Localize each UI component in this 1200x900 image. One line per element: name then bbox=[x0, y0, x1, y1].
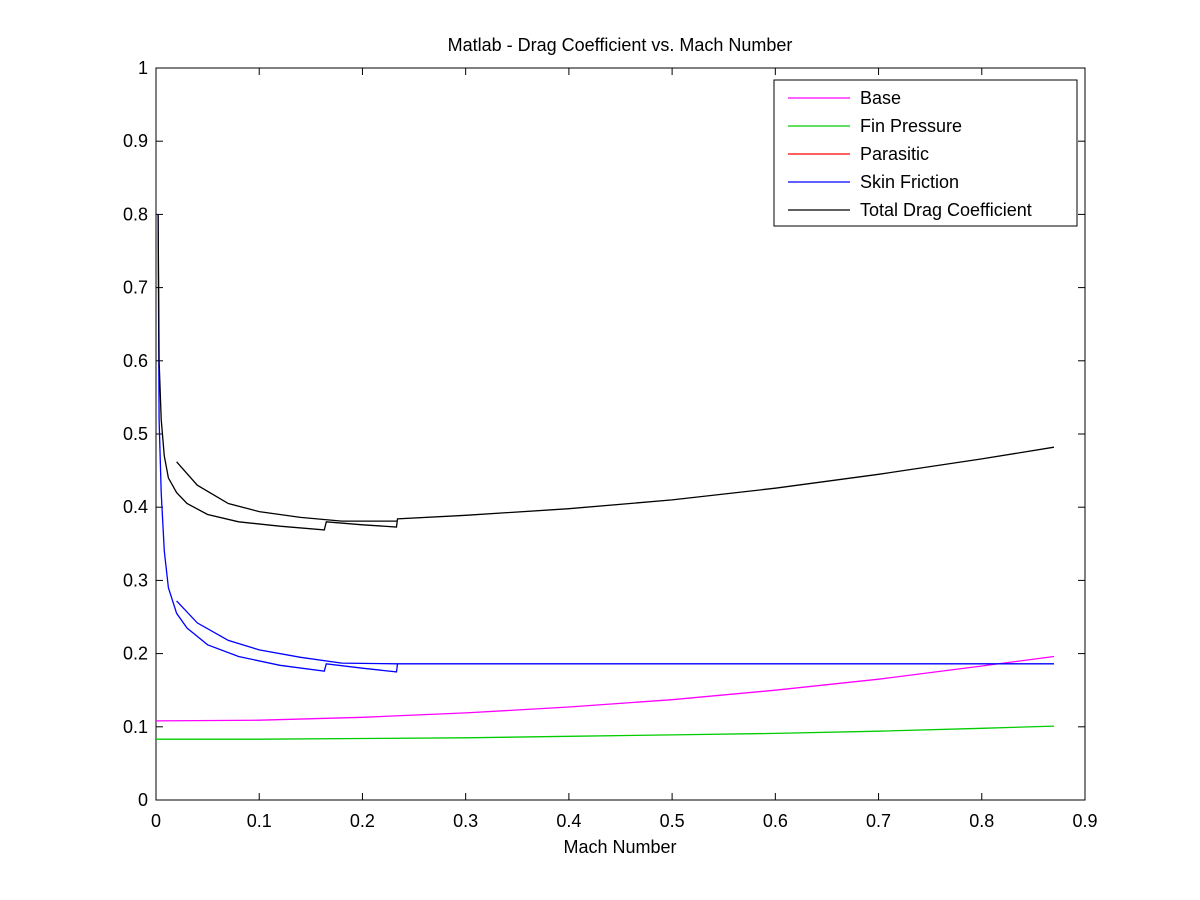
series-line-total-drag-coefficient bbox=[157, 214, 1055, 531]
x-tick-label: 0.9 bbox=[1072, 811, 1097, 831]
x-tick-label: 0.7 bbox=[866, 811, 891, 831]
y-tick-label: 0.4 bbox=[123, 497, 148, 517]
x-tick-label: 0.6 bbox=[763, 811, 788, 831]
x-tick-label: 0.4 bbox=[556, 811, 581, 831]
y-tick-label: 0.9 bbox=[123, 131, 148, 151]
y-tick-label: 0.2 bbox=[123, 644, 148, 664]
legend-label-base: Base bbox=[860, 88, 901, 108]
x-tick-label: 0.1 bbox=[247, 811, 272, 831]
x-tick-label: 0.8 bbox=[969, 811, 994, 831]
y-tick-label: 1 bbox=[138, 58, 148, 78]
y-tick-label: 0.1 bbox=[123, 717, 148, 737]
series-line-skin-friction bbox=[157, 214, 1054, 673]
x-tick-label: 0.2 bbox=[350, 811, 375, 831]
legend: Base Fin Pressure Parasitic Skin Friction To… bbox=[773, 79, 1078, 227]
series-line-skin-friction-upper-branch bbox=[176, 600, 398, 665]
y-tick-label: 0.8 bbox=[123, 204, 148, 224]
y-tick-label: 0 bbox=[138, 790, 148, 810]
series-line-fin-pressure bbox=[156, 725, 1055, 740]
chart-title: Matlab - Drag Coefficient vs. Mach Numbe… bbox=[448, 35, 793, 55]
series-line-base bbox=[155, 655, 1055, 722]
y-tick-label: 0.6 bbox=[123, 351, 148, 371]
plot-area: 0 0.1 0.2 0.3 0.4 0.5 0.6 0.7 0.8 0.9 0 0.1 0.2 0.3 0.… bbox=[123, 58, 1098, 831]
y-tick-label: 0.5 bbox=[123, 424, 148, 444]
y-tick-label: 0.3 bbox=[123, 570, 148, 590]
x-tick-label: 0.3 bbox=[453, 811, 478, 831]
x-axis-label: Mach Number bbox=[563, 837, 676, 857]
x-tick-label: 0.5 bbox=[660, 811, 685, 831]
legend-box bbox=[773, 79, 1078, 227]
legend-label-parasitic: Parasitic bbox=[860, 144, 929, 164]
legend-label-total-drag-coefficient: Total Drag Coefficient bbox=[860, 200, 1032, 220]
series-line-total-drag-coefficient-upper-branch bbox=[176, 461, 398, 522]
y-tick-label: 0.7 bbox=[123, 278, 148, 298]
x-tick-label: 0 bbox=[151, 811, 161, 831]
legend-label-fin-pressure: Fin Pressure bbox=[860, 116, 962, 136]
legend-label-skin-friction: Skin Friction bbox=[860, 172, 959, 192]
